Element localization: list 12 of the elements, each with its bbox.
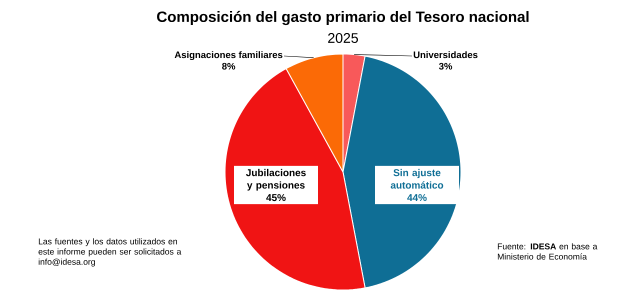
text: Las fuentes y los datos utilizados en este informe pueden ser solicitados a info@idesa.org — [38, 238, 182, 267]
data-label: 45% — [266, 194, 286, 202]
chart-title: Composición del gasto primario del Tesoro nacional — [157, 10, 529, 26]
data-label: 3% — [438, 62, 452, 70]
slice-label: Universidades — [414, 51, 478, 58]
data-label: 44% — [407, 194, 427, 202]
data-label: 8% — [222, 62, 236, 70]
chart-subtitle: 2025 — [328, 33, 358, 43]
slice-label: Sin ajuste automático — [390, 168, 444, 189]
slice-label: Jubilaciones y pensiones — [246, 168, 306, 191]
source-note: Fuente: IDESA en base a Ministerio de Economía — [498, 243, 598, 260]
slice-label: Asignaciones familiares — [174, 51, 282, 60]
